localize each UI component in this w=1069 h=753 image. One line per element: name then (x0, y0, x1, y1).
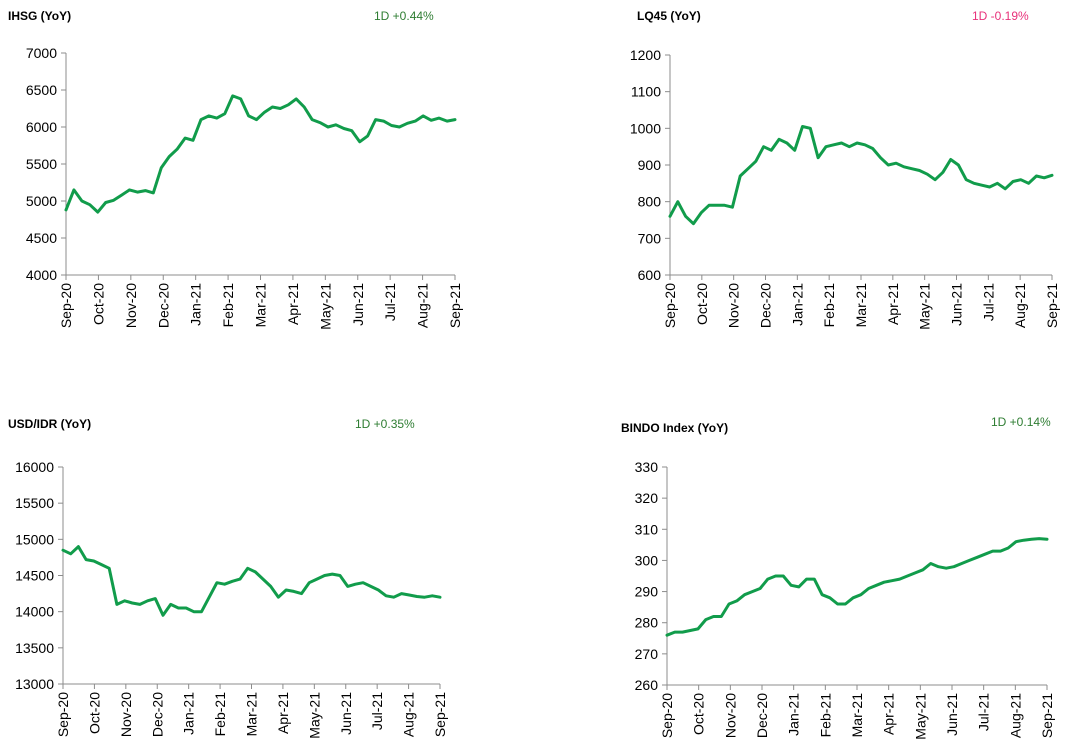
x-tick-label: Jul-21 (382, 283, 398, 321)
y-tick-label: 16000 (15, 459, 54, 475)
x-tick-label: Nov-20 (726, 283, 742, 328)
x-tick-label: Apr-21 (885, 283, 901, 325)
chart-title: LQ45 (YoY) (637, 9, 701, 23)
y-tick-label: 320 (635, 490, 659, 506)
daily-change-label: 1D -0.19% (972, 9, 1029, 23)
y-tick-label: 1000 (630, 120, 661, 136)
x-tick-label: Sep-20 (662, 283, 678, 328)
x-tick-label: May-21 (917, 283, 933, 330)
x-tick-label: Dec-20 (754, 693, 770, 738)
y-tick-label: 7000 (26, 45, 57, 61)
y-tick-label: 1100 (631, 84, 661, 100)
x-tick-label: Sep-20 (55, 692, 71, 737)
x-tick-label: Jan-21 (188, 283, 204, 326)
x-tick-label: Dec-20 (155, 283, 171, 328)
series-line (668, 125, 1054, 226)
y-tick-label: 260 (635, 677, 659, 693)
x-tick-label: Aug-21 (1012, 283, 1028, 328)
y-tick-label: 290 (635, 584, 659, 600)
chart-title: USD/IDR (YoY) (8, 417, 91, 431)
y-tick-label: 13500 (15, 640, 54, 656)
x-tick-label: Sep-21 (447, 283, 463, 328)
x-tick-label: Nov-20 (123, 283, 139, 328)
x-tick-label: Jul-21 (369, 692, 385, 730)
x-tick-label: Jan-21 (786, 693, 802, 736)
y-tick-label: 6000 (26, 119, 57, 135)
x-tick-label: Oct-20 (691, 693, 707, 735)
y-tick-label: 310 (635, 521, 659, 537)
y-tick-label: 900 (638, 157, 662, 173)
y-tick-label: 270 (635, 646, 659, 662)
ihsg-chart: IHSG (YoY) 1D +0.44% 4000 4500 5000 5500 6000 6… (8, 9, 463, 330)
x-tick-label: Aug-21 (415, 283, 431, 328)
x-tick-label: Jul-21 (976, 693, 992, 731)
x-tick-label: Dec-20 (149, 692, 165, 737)
x-tick-label: May-21 (912, 693, 928, 740)
y-tick-label: 5500 (26, 156, 57, 172)
x-tick-label: Sep-20 (659, 693, 675, 738)
x-tick-label: Feb-21 (821, 283, 837, 328)
x-tick-label: May-21 (317, 283, 333, 330)
x-tick-label: Jan-21 (181, 692, 197, 735)
series-line (61, 545, 442, 617)
x-tick-label: Aug-21 (401, 692, 417, 737)
series-line (64, 94, 457, 214)
x-tick-label: Oct-20 (90, 283, 106, 325)
x-tick-label: Sep-21 (432, 692, 448, 737)
x-tick-label: Mar-21 (244, 692, 260, 737)
x-tick-label: Feb-21 (817, 693, 833, 738)
x-tick-label: Nov-20 (118, 692, 134, 737)
y-tick-label: 600 (638, 267, 662, 283)
bindo-chart: BINDO Index (YoY) 1D +0.14% 260 270 280 290 30… (621, 415, 1055, 740)
lq45-chart: LQ45 (YoY) 1D -0.19% 600 700 800 900 1000 1100 1… (630, 9, 1060, 330)
daily-change-label: 1D +0.14% (991, 415, 1051, 429)
x-tick-label: Jul-21 (980, 283, 996, 321)
x-tick-label: Jun-21 (944, 693, 960, 736)
x-tick-label: Dec-20 (758, 283, 774, 328)
y-tick-label: 15000 (15, 531, 54, 547)
y-tick-label: 14000 (15, 604, 54, 620)
x-tick-label: Jun-21 (350, 283, 366, 326)
daily-change-label: 1D +0.35% (355, 417, 415, 431)
y-tick-label: 13000 (15, 676, 54, 692)
x-tick-label: Jun-21 (338, 692, 354, 735)
x-tick-label: Apr-21 (285, 283, 301, 325)
y-tick-label: 14500 (15, 568, 54, 584)
x-tick-label: Apr-21 (275, 692, 291, 734)
y-tick-label: 1200 (630, 47, 661, 63)
series-line (665, 537, 1049, 637)
y-tick-label: 15500 (15, 495, 54, 511)
y-tick-label: 700 (638, 230, 662, 246)
x-tick-label: Jan-21 (789, 283, 805, 326)
x-tick-label: Jun-21 (949, 283, 965, 326)
x-tick-label: Sep-21 (1044, 283, 1060, 328)
y-tick-label: 5000 (26, 193, 57, 209)
x-tick-label: Sep-20 (58, 283, 74, 328)
usdidr-chart: USD/IDR (YoY) 1D +0.35% 13000 13500 14000 145… (8, 417, 448, 739)
x-tick-label: Feb-21 (212, 692, 228, 737)
y-tick-label: 280 (635, 615, 659, 631)
x-tick-label: May-21 (306, 692, 322, 739)
x-tick-label: Feb-21 (220, 283, 236, 328)
x-tick-label: Sep-21 (1039, 693, 1055, 738)
x-tick-label: Apr-21 (881, 693, 897, 735)
chart-title: IHSG (YoY) (8, 9, 71, 23)
y-tick-label: 6500 (26, 82, 57, 98)
x-tick-label: Mar-21 (253, 283, 269, 328)
x-tick-label: Aug-21 (1007, 693, 1023, 738)
x-tick-label: Nov-20 (722, 693, 738, 738)
x-tick-label: Oct-20 (86, 692, 102, 734)
y-tick-label: 800 (638, 194, 662, 210)
x-tick-label: Oct-20 (694, 283, 710, 325)
y-tick-label: 4000 (26, 267, 57, 283)
y-tick-label: 4500 (26, 230, 57, 246)
x-tick-label: Mar-21 (849, 693, 865, 738)
x-tick-label: Mar-21 (853, 283, 869, 328)
y-tick-label: 300 (635, 552, 659, 568)
daily-change-label: 1D +0.44% (374, 9, 434, 23)
chart-title: BINDO Index (YoY) (621, 421, 728, 435)
y-tick-label: 330 (635, 459, 659, 475)
